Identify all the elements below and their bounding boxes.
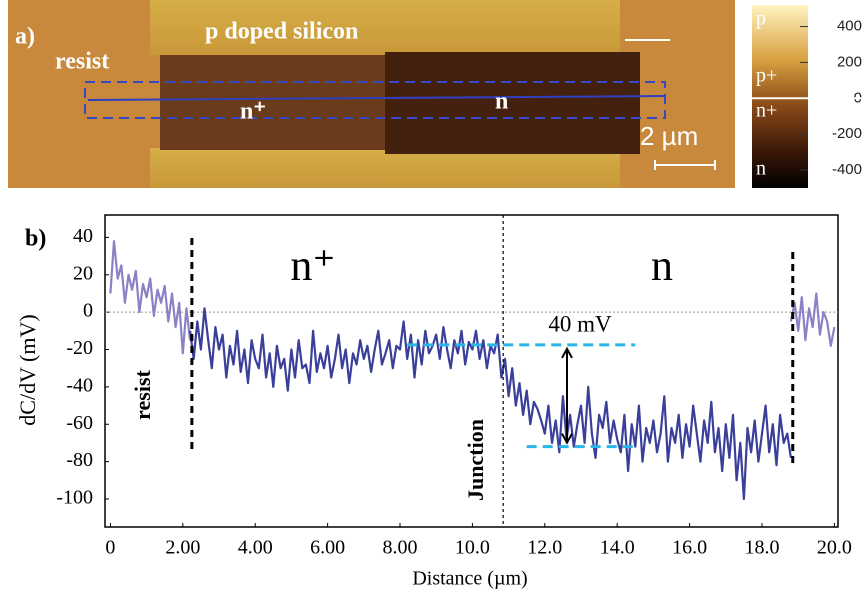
panel-label: a) bbox=[15, 24, 35, 50]
annotation: n⁺ bbox=[290, 241, 335, 290]
n-plus-region bbox=[160, 55, 390, 150]
colorbar-tick-label: -400 bbox=[832, 161, 862, 178]
scale-bar bbox=[654, 160, 716, 170]
x-tick-label: 6.00 bbox=[310, 537, 345, 559]
colorbar bbox=[752, 5, 808, 188]
annotation: n bbox=[651, 241, 673, 290]
scale-bar-label: 2 µm bbox=[640, 121, 698, 151]
data-line bbox=[189, 307, 792, 501]
annotation: 40 mV bbox=[548, 311, 612, 336]
x-tick-label: 16.0 bbox=[672, 537, 707, 559]
x-tick-label: 8.00 bbox=[383, 537, 418, 559]
colorbar-tick-label: 400 bbox=[837, 17, 862, 34]
y-tick-label: -40 bbox=[66, 374, 93, 396]
data-line bbox=[109, 240, 192, 355]
colorbar-region: n+ bbox=[756, 100, 777, 122]
colorbar-region: p bbox=[756, 8, 766, 30]
x-tick-label: 20.0 bbox=[817, 537, 852, 559]
image-text: p doped silicon bbox=[205, 19, 358, 45]
x-axis-label: Distance (µm) bbox=[412, 568, 527, 590]
x-tick-label: 0 bbox=[105, 537, 115, 559]
afm-image: a) p doped silicon resist n⁺ n 2 µm bbox=[8, 0, 808, 188]
y-tick-label: -20 bbox=[66, 337, 93, 359]
scan-box bbox=[84, 81, 666, 119]
image-text: n⁺ bbox=[240, 99, 266, 125]
y-tick-label: -100 bbox=[56, 487, 93, 509]
annotation: Junction bbox=[463, 419, 488, 501]
panel-label: b) bbox=[25, 226, 46, 252]
y-tick-label: -60 bbox=[66, 412, 93, 434]
data-line bbox=[789, 292, 836, 347]
silicon-band bbox=[150, 148, 620, 188]
silicon-band bbox=[150, 0, 620, 55]
x-tick-label: 10.0 bbox=[455, 537, 490, 559]
x-tick-label: 14.0 bbox=[600, 537, 635, 559]
plot-frame bbox=[104, 214, 839, 528]
x-tick-label: 18.0 bbox=[744, 537, 779, 559]
colorbar-tick-label: 200 bbox=[837, 53, 862, 70]
n-region bbox=[385, 52, 640, 154]
colorbar-tick-label: -200 bbox=[832, 125, 862, 142]
y-tick-label: 20 bbox=[73, 262, 93, 284]
difference-arrow bbox=[561, 346, 573, 445]
colorbar-region: n bbox=[756, 158, 766, 180]
y-tick-label: 40 bbox=[73, 225, 93, 247]
x-tick-label: 12.0 bbox=[527, 537, 562, 559]
scan-line bbox=[87, 95, 666, 101]
image-text: n bbox=[495, 89, 508, 115]
y-axis-label: dC/dV (mV) bbox=[15, 314, 40, 425]
image-text: resist bbox=[55, 49, 109, 75]
annotation: resist bbox=[130, 369, 155, 419]
y-tick-label: -80 bbox=[66, 449, 93, 471]
colorbar-region: p+ bbox=[756, 65, 777, 87]
x-tick-label: 2.00 bbox=[165, 537, 200, 559]
x-tick-label: 4.00 bbox=[238, 537, 273, 559]
y-tick-label: 0 bbox=[83, 300, 93, 322]
